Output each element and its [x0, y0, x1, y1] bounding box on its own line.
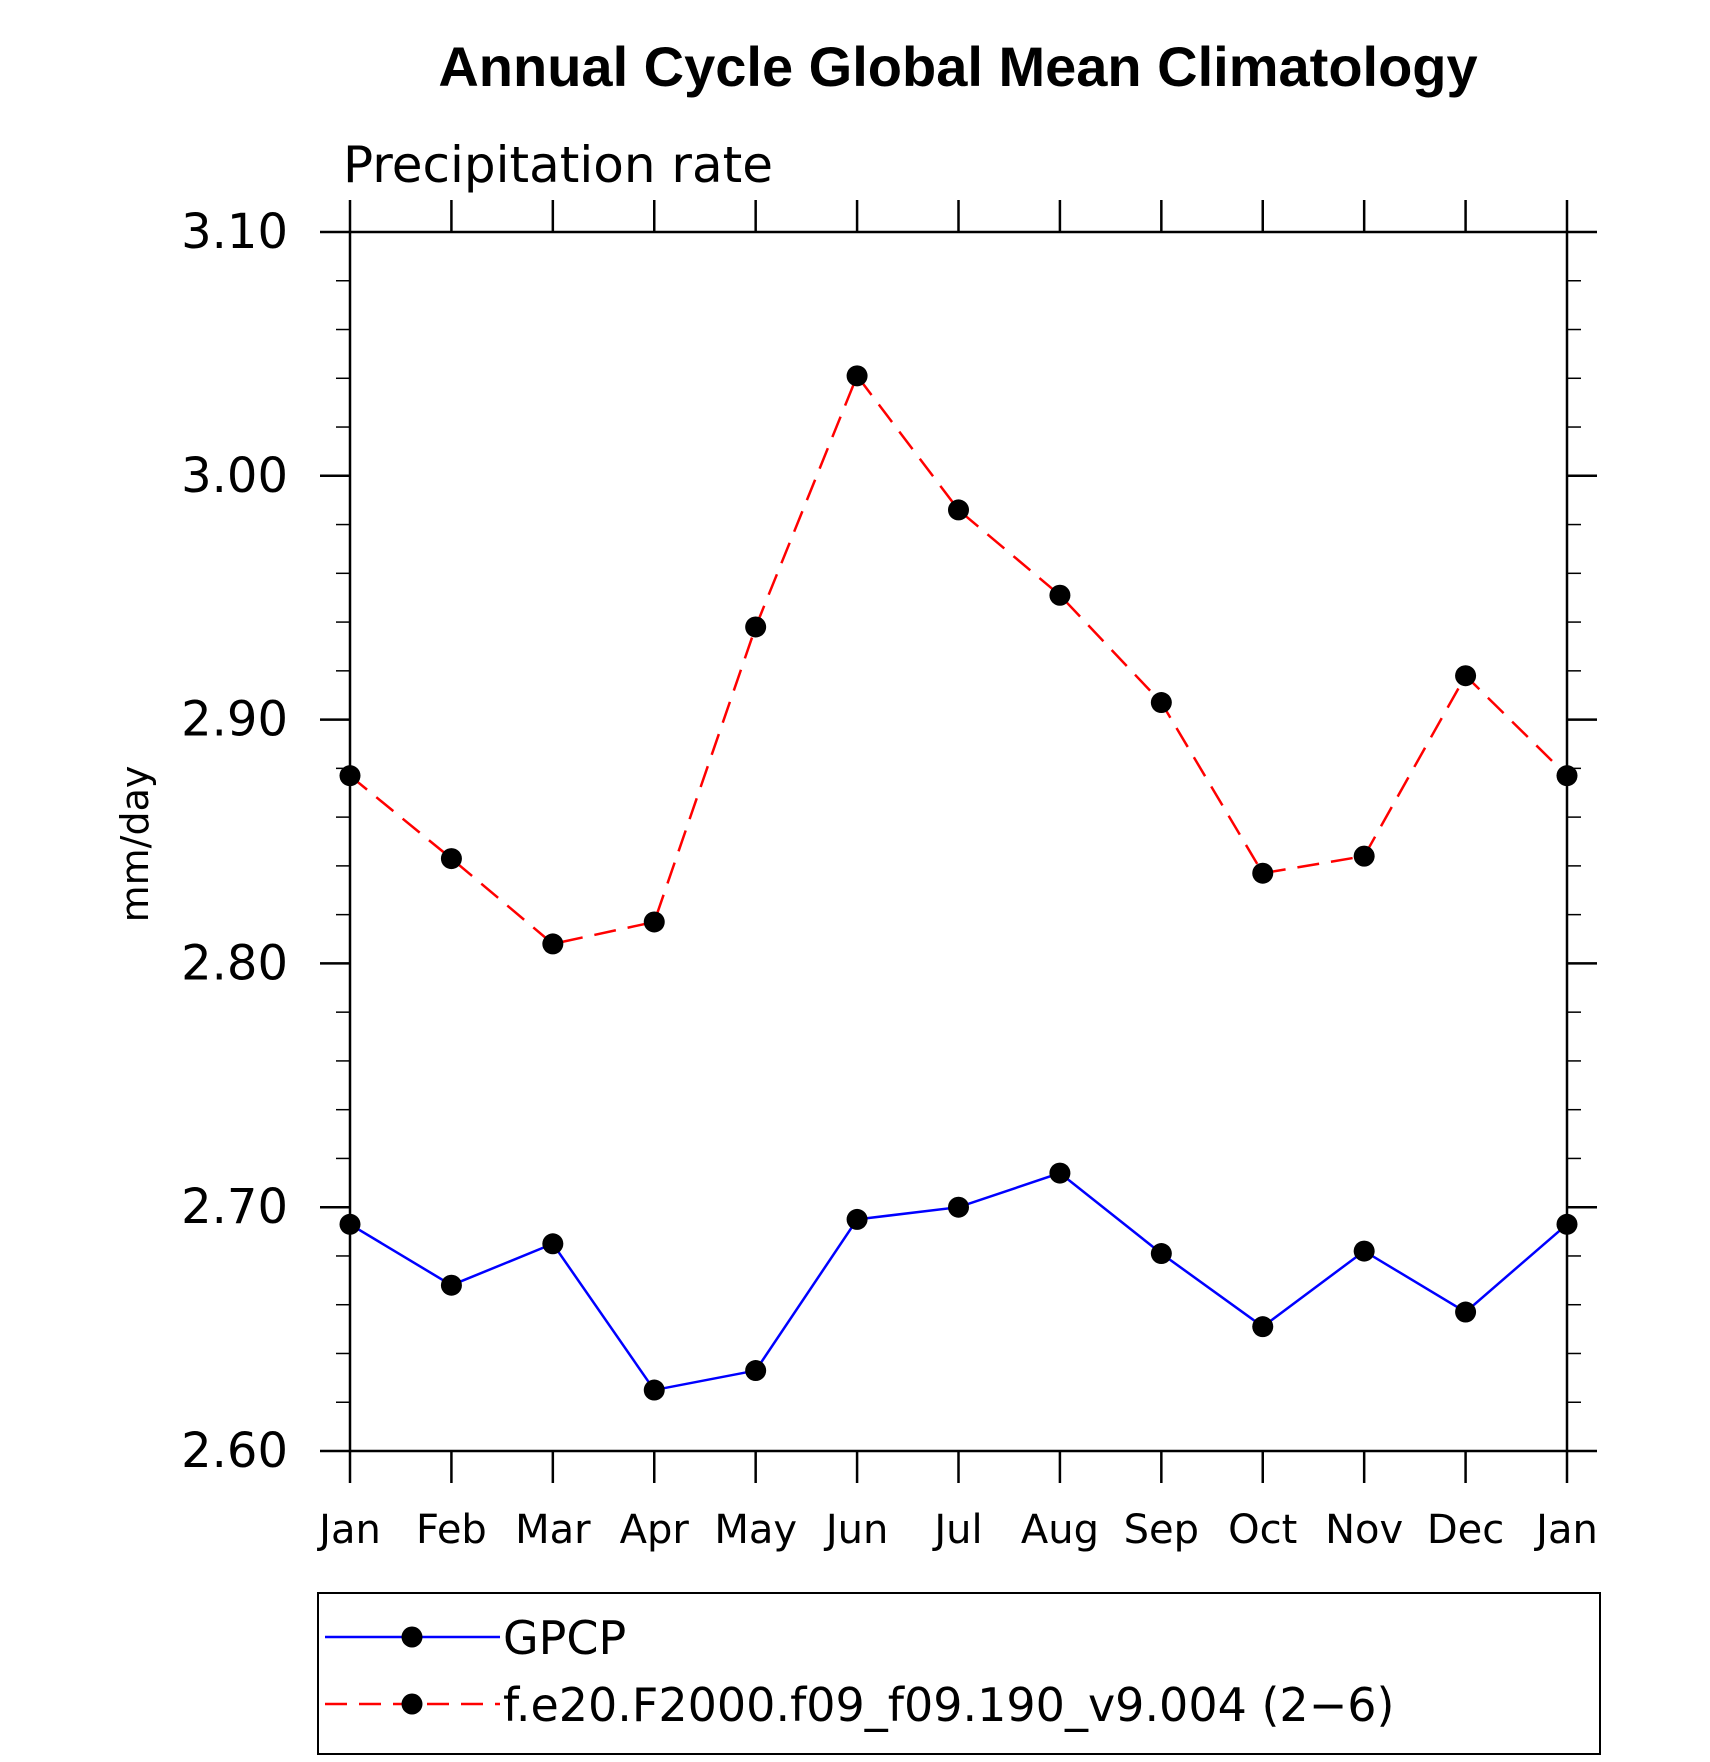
x-tick-label: Jan — [1533, 1507, 1598, 1553]
series-1-point — [1150, 1243, 1172, 1265]
legend-label-1: GPCP — [503, 1611, 626, 1665]
series-2-point — [1049, 584, 1071, 606]
plot-frame — [348, 230, 1569, 1453]
y-tick-label: 2.90 — [181, 692, 288, 748]
x-tick-label: Mar — [515, 1507, 591, 1553]
series-1-point — [1252, 1316, 1274, 1338]
series-2-point — [1150, 692, 1172, 714]
series-1-point — [948, 1196, 969, 1218]
x-tick-label: May — [714, 1507, 797, 1553]
series-1-point — [339, 1213, 361, 1235]
series-2-point — [1353, 845, 1375, 867]
series-2-point — [1455, 665, 1477, 687]
x-tick-label: Jan — [316, 1507, 381, 1553]
series-2-point — [948, 499, 969, 521]
chart-subtitle: Precipitation rate — [343, 136, 773, 194]
series-line-2 — [349, 373, 1568, 946]
series-1-point — [643, 1379, 665, 1401]
legend: GPCP f.e20.F2000.f09_f09.190_v9.004 (2−6) — [325, 1611, 1394, 1732]
y-tick-label: 3.00 — [181, 448, 288, 504]
x-tick-label: Dec — [1427, 1507, 1504, 1553]
series-1-point — [846, 1208, 868, 1230]
x-tick-label: Feb — [416, 1507, 487, 1553]
legend-marker-2 — [401, 1693, 423, 1715]
y-tick-label: 2.60 — [181, 1423, 288, 1479]
series-1-point — [745, 1360, 767, 1382]
series-layer — [339, 365, 1578, 1401]
x-tick-label: Jul — [931, 1507, 982, 1553]
y-axis-label: mm/day — [113, 766, 157, 923]
series-1-point — [1455, 1301, 1477, 1323]
y-tick-label: 2.70 — [181, 1179, 288, 1235]
series-2-point — [440, 848, 462, 870]
series-2-point — [339, 765, 361, 787]
legend-label-2: f.e20.F2000.f09_f09.190_v9.004 (2−6) — [503, 1678, 1394, 1732]
y-tick-label: 2.80 — [181, 935, 288, 991]
series-1-point — [1049, 1162, 1071, 1184]
series-2-point — [542, 933, 564, 955]
legend-box — [317, 1592, 1601, 1755]
x-tick-label: Oct — [1228, 1507, 1297, 1553]
series-2-point — [846, 365, 868, 387]
y-tick-label: 3.10 — [181, 204, 288, 260]
series-1-point — [440, 1274, 462, 1296]
legend-marker-1 — [401, 1626, 423, 1648]
chart-title: Annual Cycle Global Mean Climatology — [438, 35, 1477, 98]
series-1-point — [542, 1233, 564, 1255]
series-1-point — [1556, 1213, 1578, 1235]
plot-axes: Jan Feb Mar Apr May Jun Jul Aug Sep Oct Nov Dec Jan 2… — [181, 200, 1598, 1553]
series-2-point — [1556, 765, 1578, 787]
series-1-point — [1353, 1240, 1375, 1262]
x-tick-label: Apr — [620, 1507, 690, 1553]
x-tick-label: Nov — [1325, 1507, 1403, 1553]
x-tick-label: Sep — [1124, 1507, 1199, 1553]
series-2-point — [745, 616, 767, 638]
x-tick-label: Jun — [823, 1507, 889, 1553]
x-tick-label: Aug — [1021, 1507, 1099, 1553]
series-2-point — [643, 911, 665, 933]
series-2-point — [1252, 862, 1274, 884]
